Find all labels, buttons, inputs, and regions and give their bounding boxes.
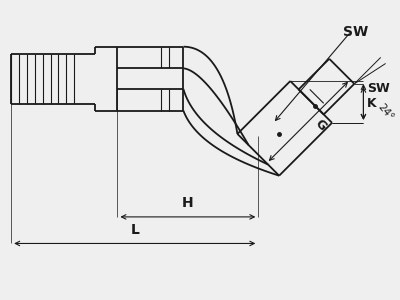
Text: SW: SW [367, 82, 390, 94]
Text: 24°: 24° [376, 101, 396, 122]
Text: SW: SW [343, 25, 368, 39]
Text: H: H [182, 196, 194, 210]
Text: G: G [312, 117, 328, 133]
Text: K: K [367, 97, 377, 110]
Text: L: L [130, 223, 139, 237]
